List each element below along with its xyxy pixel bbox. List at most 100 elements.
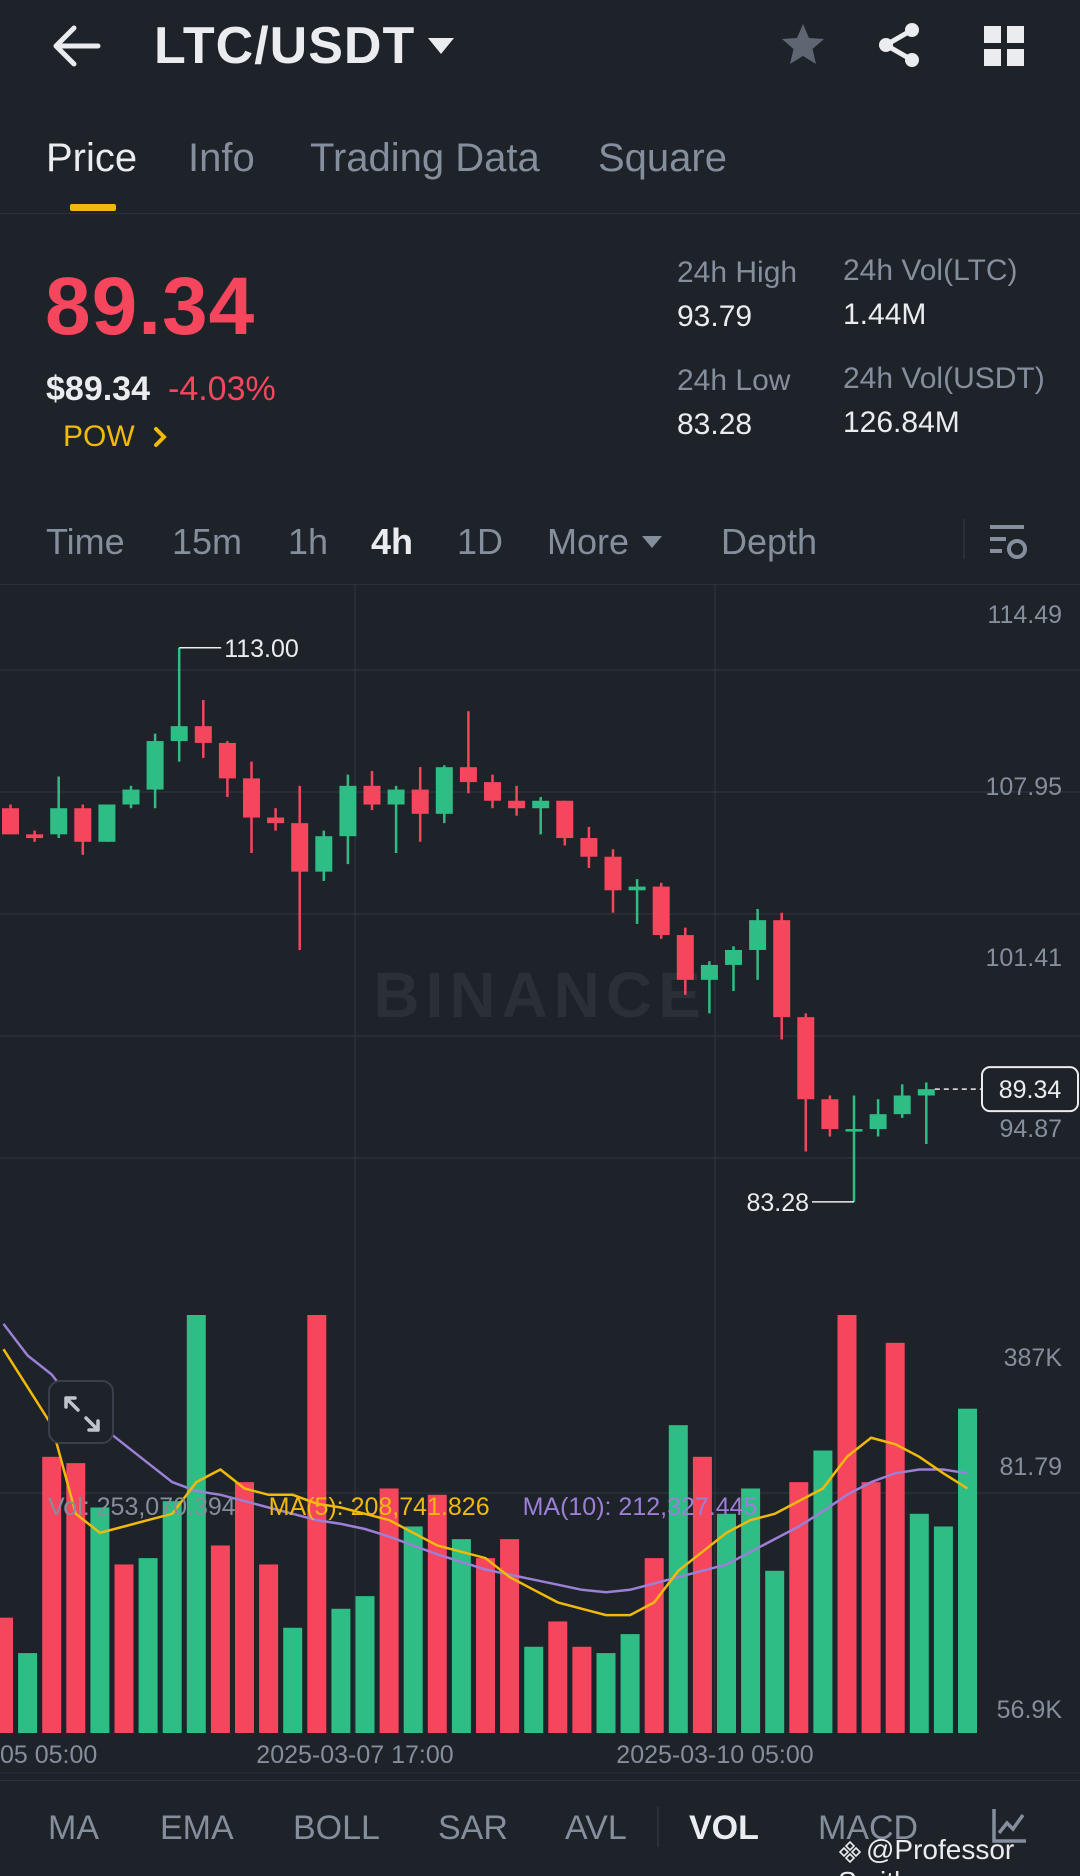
candle-body (98, 804, 116, 842)
time-axis-label: 05 05:00 (0, 1741, 97, 1769)
back-arrow-icon[interactable] (50, 22, 102, 70)
chart-watermark: BINANCE (373, 959, 707, 1031)
price-axis-label: 81.79 (999, 1453, 1062, 1481)
volume-ma10-line (2, 1323, 968, 1594)
indicator-bar: MA EMA BOLL SAR AVL VOL MACD (0, 1780, 1080, 1876)
candle-body (580, 838, 598, 857)
share-icon[interactable] (874, 20, 924, 70)
candle-body (50, 808, 68, 835)
apps-grid-icon[interactable] (980, 22, 1028, 70)
volume-bar (741, 1488, 761, 1733)
indicator-ma[interactable]: MA (48, 1809, 99, 1847)
candle-body (484, 782, 501, 801)
candle-body (749, 920, 767, 950)
price-chart[interactable]: BINANCE 114.49 107.95 101.41 94.87 81.79 113.… (0, 585, 1080, 1780)
vol-base-label: 24h Vol(LTC) (843, 254, 1018, 287)
candle-body (917, 1089, 935, 1096)
indicator-boll[interactable]: BOLL (293, 1809, 380, 1847)
volume-bar (789, 1482, 809, 1733)
volume-bar (596, 1653, 616, 1733)
credit-watermark: @Professor Smith (838, 1834, 1080, 1876)
indicator-settings-icon[interactable] (990, 1807, 1028, 1845)
pair-title[interactable]: LTC/USDT (154, 17, 416, 75)
volume-bar (958, 1408, 977, 1733)
main-tabs: Price Info Trading Data Square (0, 120, 1080, 214)
candle-body (628, 886, 646, 891)
indicator-sar[interactable]: SAR (438, 1809, 508, 1847)
interval-more[interactable]: More (547, 521, 630, 562)
volume-bar (283, 1627, 303, 1733)
interval-4h[interactable]: 4h (371, 521, 414, 562)
indicator-vol[interactable]: VOL (689, 1809, 759, 1847)
candle-body (435, 767, 453, 814)
volume-bar (355, 1596, 375, 1733)
volume-bar (837, 1315, 857, 1733)
fullscreen-button[interactable] (48, 1380, 114, 1444)
credit-text: @Professor Smith (838, 1834, 1015, 1876)
volume-bar (186, 1315, 206, 1733)
divider (963, 519, 965, 559)
candle-body (243, 778, 260, 818)
interval-15m[interactable]: 15m (172, 521, 243, 562)
volume-axis-label: 56.9K (997, 1696, 1063, 1724)
coin-tag[interactable]: POW (63, 420, 135, 453)
candle-body (725, 949, 742, 965)
indicator-macd[interactable]: MACD (818, 1809, 919, 1847)
volume-ma5: MA(5): 208,741.826 (268, 1493, 490, 1521)
volume-bar (114, 1564, 134, 1733)
candlestick-chart-svg[interactable]: BINANCE 114.49 107.95 101.41 94.87 81.79 113.… (0, 585, 1080, 1780)
min-price-label: 83.28 (746, 1189, 809, 1217)
vol-base-value: 1.44M (843, 298, 927, 331)
volume-bar (451, 1539, 471, 1733)
candle-body (676, 935, 694, 980)
volume-bar (90, 1507, 110, 1733)
price-axis-label: 101.41 (986, 944, 1062, 972)
candle-body (700, 964, 718, 980)
tab-trading-data[interactable]: Trading Data (310, 136, 540, 180)
volume-bar (0, 1617, 13, 1733)
volume-bar (476, 1558, 495, 1733)
interval-1h[interactable]: 1h (288, 521, 329, 562)
indicator-avl[interactable]: AVL (565, 1809, 627, 1847)
favorite-star-icon[interactable] (778, 20, 828, 70)
tab-price[interactable]: Price (46, 136, 138, 180)
volume-bar (18, 1653, 38, 1733)
volume-bar (717, 1513, 736, 1733)
caret-down-icon[interactable] (640, 533, 664, 551)
pair-dropdown-icon[interactable] (425, 30, 457, 60)
current-price-label: 89.34 (999, 1076, 1062, 1104)
candle-body (459, 767, 477, 783)
candle-body (532, 800, 550, 809)
volume-bar (307, 1315, 327, 1733)
interval-depth[interactable]: Depth (721, 521, 818, 562)
volume-axis-label: 387K (1004, 1344, 1063, 1372)
candle-body (122, 789, 140, 805)
volume-bar (259, 1564, 279, 1733)
volume-bar (403, 1526, 423, 1733)
binance-logo-icon (838, 1840, 862, 1863)
interval-1d[interactable]: 1D (457, 521, 504, 562)
vol-quote-value: 126.84M (843, 406, 960, 439)
indicator-ema[interactable]: EMA (160, 1809, 234, 1847)
candle-body (170, 726, 188, 742)
candle-body (508, 800, 526, 809)
candle-body (869, 1114, 887, 1130)
candle-body (291, 823, 309, 872)
candle-body (2, 808, 19, 835)
price-axis-label: 114.49 (987, 601, 1062, 629)
interval-time[interactable]: Time (46, 521, 125, 562)
candle-body (556, 800, 574, 839)
price-axis-label: 94.87 (999, 1115, 1062, 1143)
candle-body (773, 920, 791, 1018)
volume-ma10: MA(10): 212,327.445 (522, 1493, 758, 1521)
chart-settings-icon[interactable] (988, 519, 1028, 563)
low-label: 24h Low (677, 364, 791, 397)
candle-body (797, 1017, 815, 1100)
active-tab-indicator (70, 204, 116, 211)
volume-bar (427, 1494, 447, 1733)
candle-body (845, 1129, 863, 1132)
low-value: 83.28 (677, 408, 753, 441)
chevron-right-icon[interactable] (150, 423, 172, 451)
tab-square[interactable]: Square (598, 136, 727, 180)
tab-info[interactable]: Info (188, 136, 255, 180)
